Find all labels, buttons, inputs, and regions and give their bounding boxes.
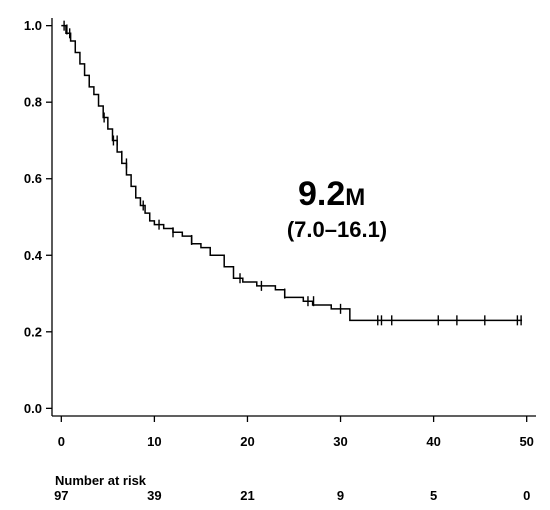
censor-marks-group [63,20,522,326]
risk-count: 39 [147,488,161,503]
x-tick-label: 40 [426,434,440,449]
x-tick-label: 0 [58,434,65,449]
median-value: 9.2 [298,175,345,213]
y-tick-label: 0.0 [24,401,42,416]
risk-table-title: Number at risk [55,473,147,488]
x-tick-label: 20 [240,434,254,449]
axes [51,18,536,417]
survival-curve-group [61,24,523,322]
y-tick-label: 0.8 [24,95,42,110]
y-axis-ticks: 0.0 0.2 0.4 0.6 0.8 1.0 [24,18,52,416]
risk-count: 21 [240,488,254,503]
risk-count: 5 [430,488,437,503]
x-tick-label: 50 [519,434,533,449]
risk-count: 0 [523,488,530,503]
y-tick-label: 0.4 [24,248,43,263]
y-tick-label: 1.0 [24,18,42,33]
risk-count: 9 [337,488,344,503]
survival-curve-line [61,24,523,322]
x-tick-label: 30 [333,434,347,449]
median-survival-value: 9.2M [298,175,365,213]
median-unit: M [345,184,365,211]
y-tick-label: 0.6 [24,171,42,186]
risk-table-counts: 97 39 21 9 5 0 [54,488,530,503]
median-confidence-interval: (7.0–16.1) [287,217,387,242]
x-axis-ticks: 0 10 20 30 40 50 [58,416,534,449]
x-tick-label: 10 [147,434,161,449]
y-tick-label: 0.2 [24,324,42,339]
risk-count: 97 [54,488,68,503]
